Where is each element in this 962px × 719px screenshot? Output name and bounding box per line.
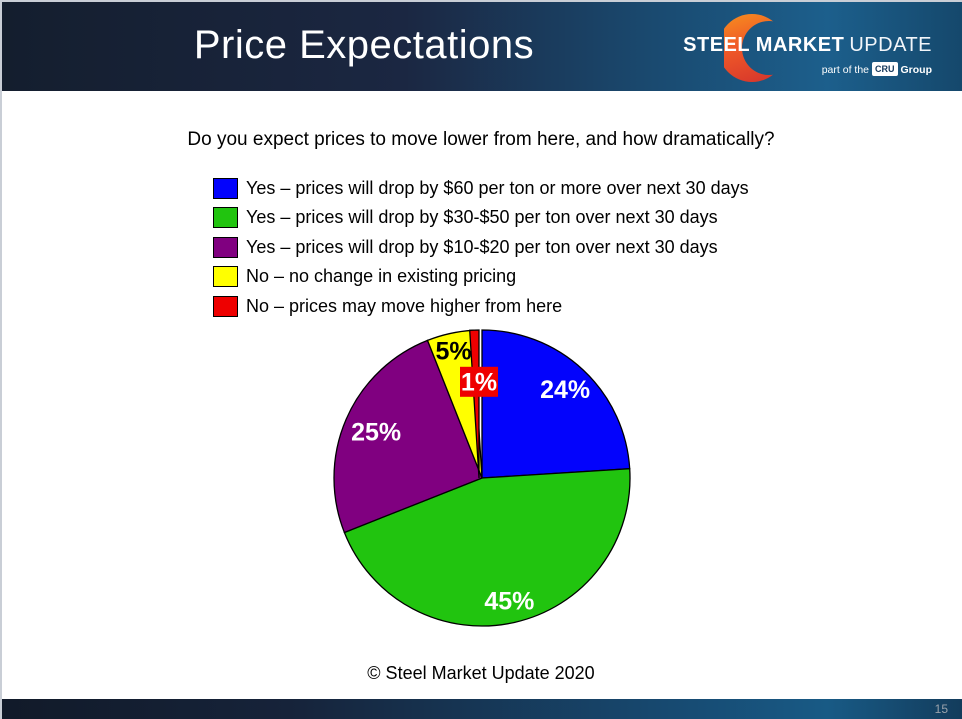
logo-brand-light: UPDATE bbox=[849, 34, 932, 56]
pie-chart: 24% 45% 25% 5% 1% bbox=[312, 308, 652, 648]
legend-label: Yes – prices will drop by $30-$50 per to… bbox=[246, 207, 718, 227]
legend-item: Yes – prices will drop by $10-$20 per to… bbox=[213, 236, 749, 258]
crescent-icon bbox=[724, 10, 786, 86]
legend-label: No – prices may move higher from here bbox=[246, 295, 563, 316]
legend-item: Yes – prices will drop by $30-$50 per to… bbox=[213, 207, 749, 229]
legend-label: Yes – prices will drop by $10-$20 per to… bbox=[246, 236, 718, 257]
page-number: 15 bbox=[934, 702, 948, 716]
legend-item: No – prices may move higher from here bbox=[213, 295, 749, 317]
pie-label-3: 5% bbox=[436, 337, 472, 365]
logo-tagline: part of the CRU Group bbox=[822, 62, 932, 76]
legend-item: Yes – prices will drop by $60 per ton or… bbox=[213, 177, 749, 199]
logo-brand-bold: STEEL MARKET bbox=[683, 34, 845, 56]
chart-legend: Yes – prices will drop by $60 per ton or… bbox=[213, 177, 749, 325]
logo-wordmark: STEEL MARKET UPDATE bbox=[683, 34, 932, 57]
legend-item: No – no change in existing pricing bbox=[213, 266, 749, 288]
legend-swatch-yellow bbox=[213, 266, 238, 287]
header-bar: Price Expectations STEEL MARK bbox=[2, 2, 962, 91]
survey-question: Do you expect prices to move lower from … bbox=[187, 129, 775, 150]
pie-label-2: 25% bbox=[351, 419, 401, 447]
legend-swatch-purple bbox=[213, 236, 238, 258]
pie-chart-svg: 24% 45% 25% 5% 1% bbox=[333, 329, 631, 627]
copyright-text: © Steel Market Update 2020 bbox=[367, 663, 595, 683]
pie-label-4: 1% bbox=[461, 368, 497, 396]
legend-label: Yes – prices will drop by $60 per ton or… bbox=[246, 177, 749, 198]
pie-label-1: 45% bbox=[484, 587, 534, 615]
legend-label: No – no change in existing pricing bbox=[246, 266, 517, 286]
footer-bar: 15 bbox=[2, 699, 962, 719]
steel-market-update-logo: STEEL MARKET UPDATE part of the CRU Group bbox=[683, 10, 932, 86]
logo-tagline-suffix: Group bbox=[900, 64, 933, 76]
pie-slice-1 bbox=[343, 468, 631, 627]
pie-label-box bbox=[460, 366, 498, 397]
logo-tagline-prefix: part of the bbox=[821, 64, 869, 76]
pie-slice-0 bbox=[481, 329, 631, 479]
legend-swatch-green bbox=[213, 207, 238, 228]
legend-swatch-red bbox=[213, 295, 238, 317]
cru-badge: CRU bbox=[872, 62, 898, 76]
legend-swatch-blue bbox=[213, 177, 238, 199]
page-title: Price Expectations bbox=[193, 23, 535, 67]
pie-slice-2 bbox=[333, 339, 483, 534]
pie-label-0: 24% bbox=[540, 376, 590, 404]
